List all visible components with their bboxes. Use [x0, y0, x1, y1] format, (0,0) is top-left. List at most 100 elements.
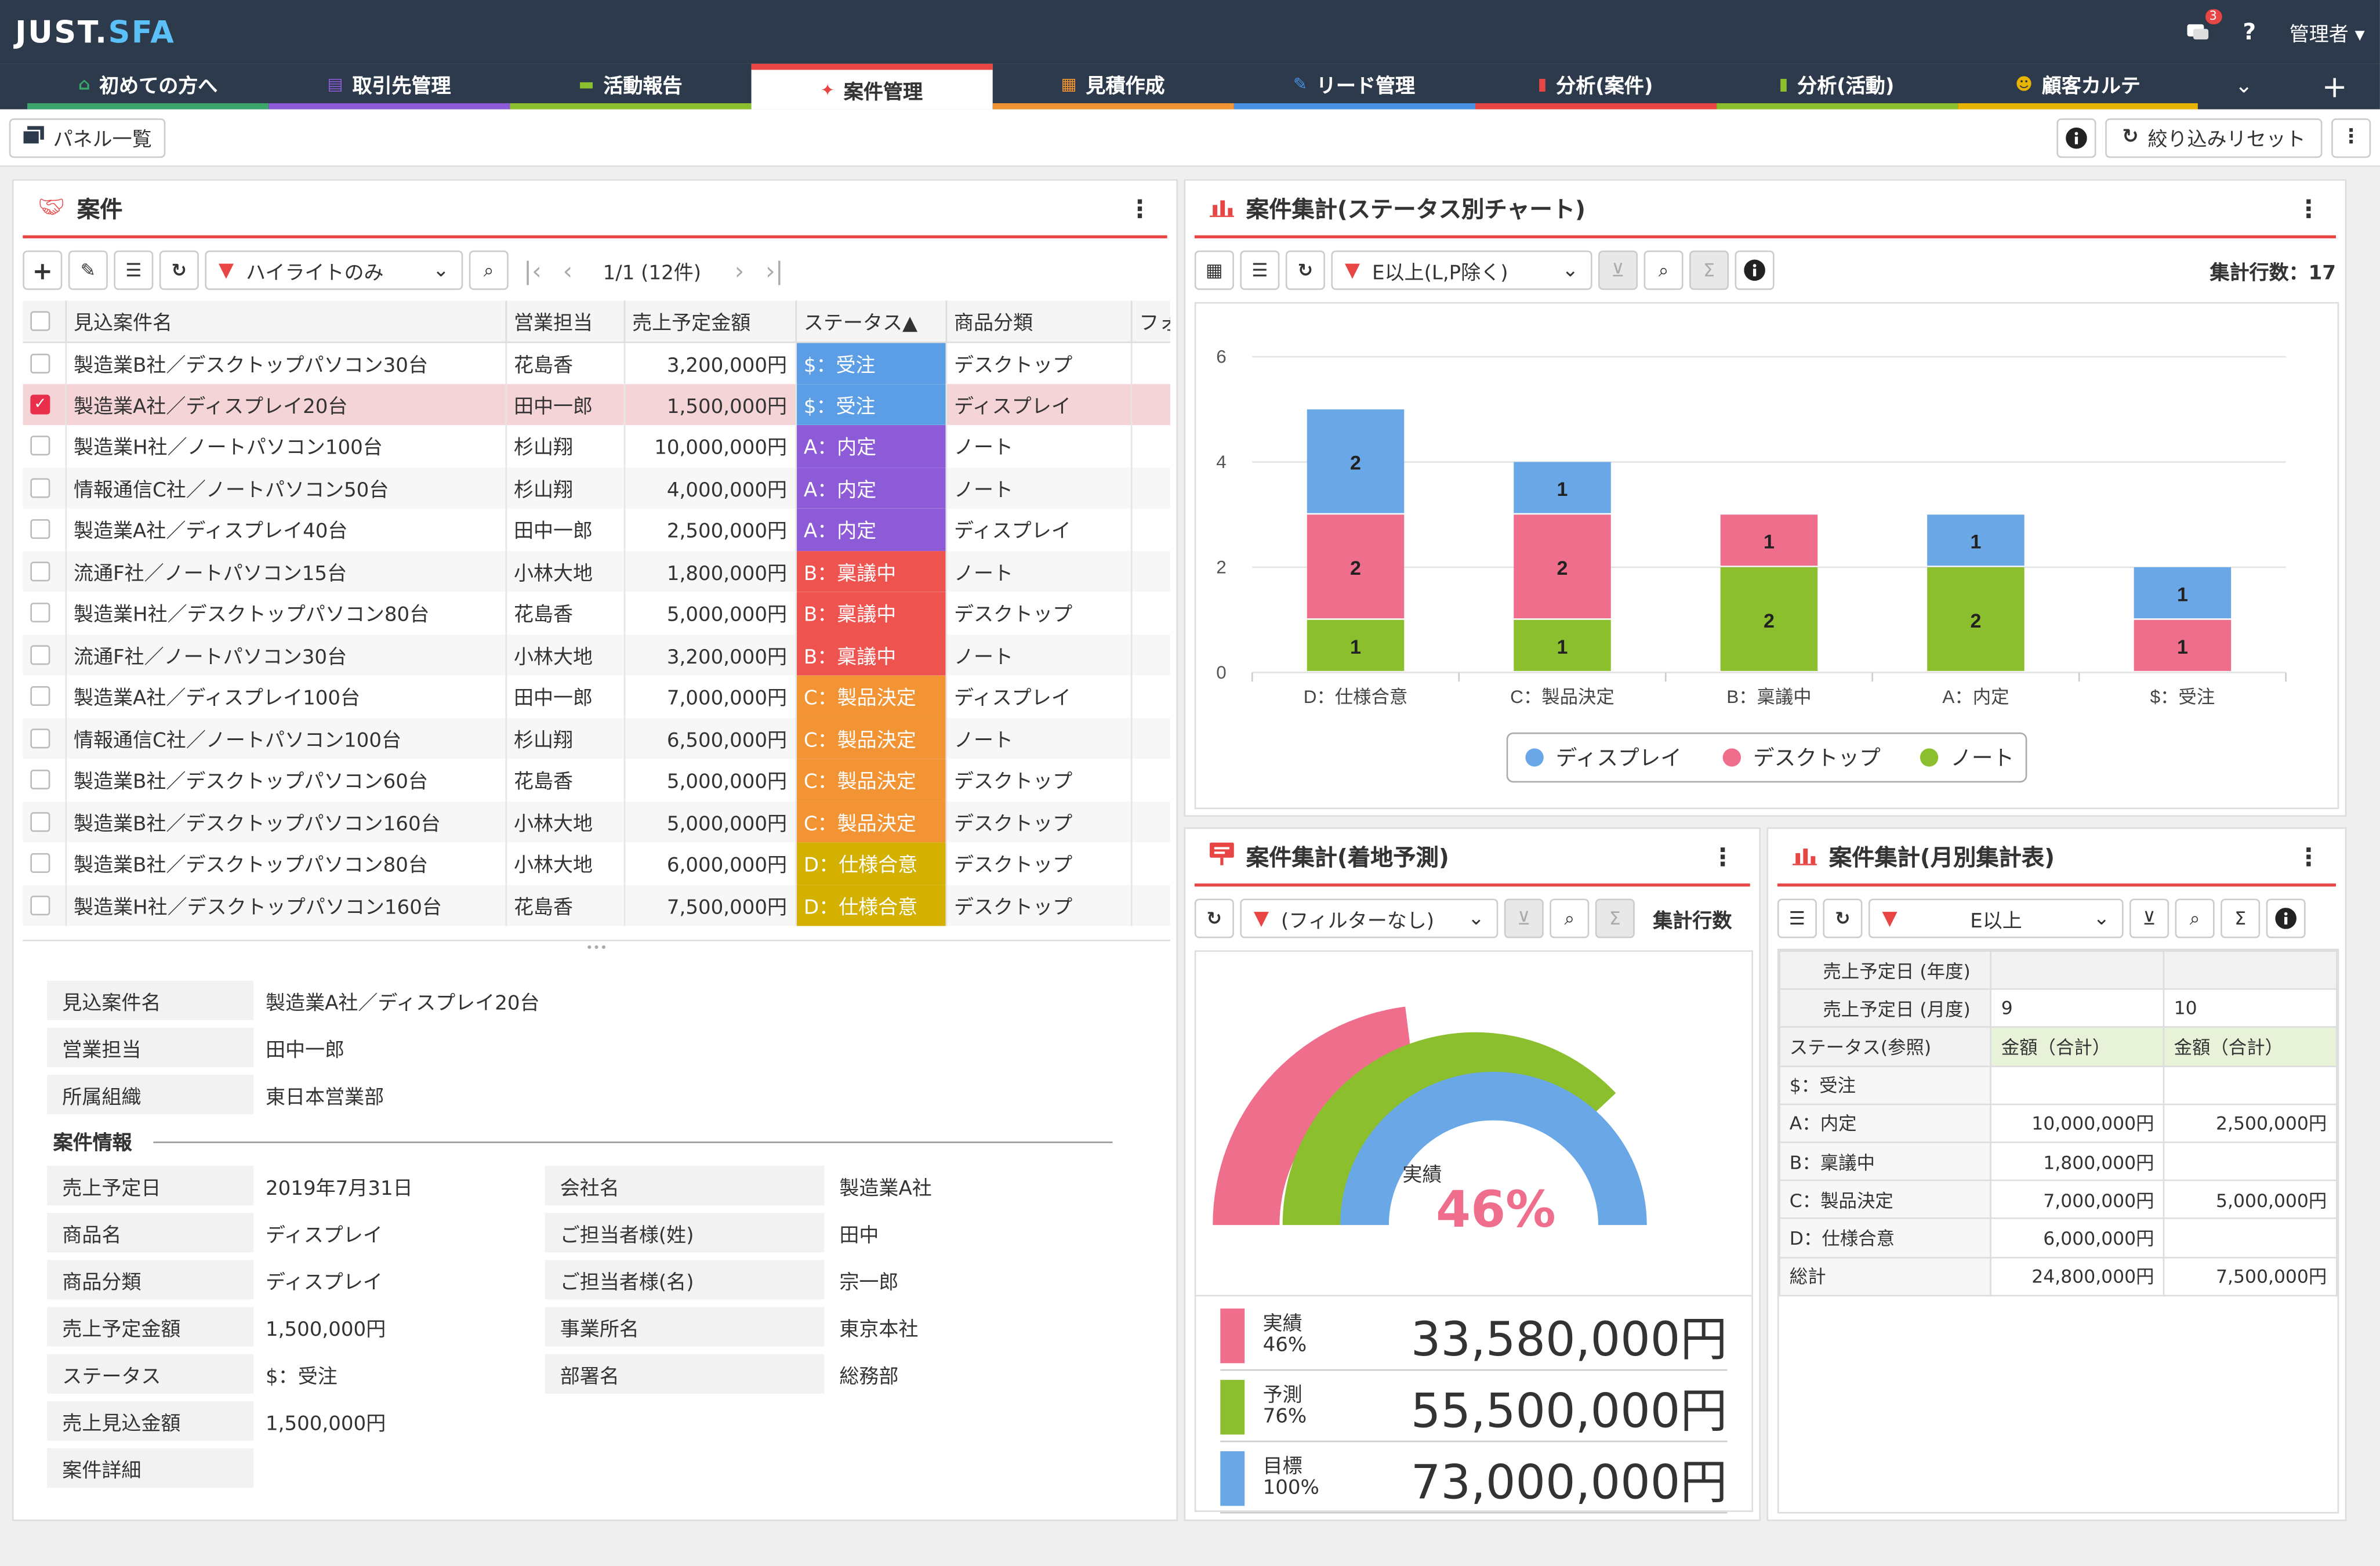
row-checkbox[interactable] [30, 353, 50, 373]
table-row[interactable]: 製造業B社／デスクトップパソコン80台 小林大地 6,000,000円 D：仕様合意デ… [23, 842, 1170, 884]
tab-6[interactable]: ▮ 分析(案件) [1475, 64, 1717, 110]
sum-icon[interactable]: Σ [2221, 898, 2261, 938]
bar-segment[interactable] [1927, 514, 2025, 566]
row-select-cell[interactable] [23, 884, 66, 926]
row-checkbox[interactable] [30, 811, 50, 832]
list-icon[interactable]: ☰ [1777, 898, 1817, 938]
bar-segment[interactable] [2134, 567, 2232, 619]
row-checkbox[interactable] [30, 770, 50, 790]
info-icon[interactable] [2266, 898, 2306, 938]
tab-8[interactable]: ☻ 顧客カルテ [1957, 64, 2198, 110]
bar-segment[interactable] [1307, 514, 1405, 619]
filter-add-icon[interactable]: ⊻ [1598, 250, 1638, 290]
list-icon[interactable]: ☰ [1240, 250, 1280, 290]
column-header[interactable]: ステータス▲ [795, 300, 946, 343]
row-select-cell[interactable] [23, 800, 66, 843]
row-checkbox[interactable] [30, 728, 50, 748]
search-icon[interactable]: ⌕ [1550, 898, 1590, 938]
filter-add-icon[interactable]: ⊻ [2129, 898, 2169, 938]
edit-icon[interactable]: ✎ [68, 250, 108, 290]
row-select-cell[interactable] [23, 675, 66, 717]
row-select-cell[interactable] [23, 466, 66, 509]
user-menu[interactable]: 管理者 ▾ [2290, 17, 2365, 46]
column-header[interactable]: 営業担当 [505, 300, 625, 343]
row-select-cell[interactable] [23, 425, 66, 467]
table-row[interactable]: 製造業H社／デスクトップパソコン160台 花島香 7,500,000円 D：仕様合意デ… [23, 884, 1170, 926]
row-select-cell[interactable] [23, 842, 66, 884]
row-checkbox[interactable] [30, 519, 50, 539]
bar-segment[interactable] [1514, 462, 1611, 513]
table-row[interactable]: 製造業B社／デスクトップパソコン60台 花島香 5,000,000円 C：製品決定 デス… [23, 759, 1170, 801]
split-handle[interactable]: ••• [23, 940, 1170, 955]
row-select-cell[interactable] [23, 633, 66, 676]
table-row[interactable]: 製造業H社／ノートパソコン100台 杉山翔 10,000,000円 A：内定 ノート [23, 425, 1170, 467]
tab-0[interactable]: ⌂ 初めての方へ [27, 64, 269, 110]
first-page-icon[interactable]: |‹ [523, 256, 542, 285]
table-row[interactable]: 流通F社／ノートパソコン30台 小林大地 3,200,000円 B：稟議中 ノート [23, 633, 1170, 676]
row-checkbox[interactable] [30, 853, 50, 873]
refresh-icon[interactable]: ↻ [1823, 898, 1863, 938]
row-checkbox[interactable] [30, 895, 50, 915]
bar-segment[interactable] [1720, 567, 1818, 671]
more-menu-icon[interactable]: ⋮ [2331, 117, 2371, 157]
column-header[interactable]: 見込案件名 [65, 300, 506, 343]
bar-segment[interactable] [1307, 409, 1405, 513]
row-checkbox[interactable] [30, 644, 50, 665]
row-select-cell[interactable] [23, 717, 66, 759]
row-select-cell[interactable] [23, 759, 66, 801]
row-checkbox[interactable] [30, 436, 50, 456]
row-select-cell[interactable] [23, 550, 66, 592]
bar-segment[interactable] [2134, 619, 2232, 671]
table-icon[interactable]: ▦ [1194, 250, 1234, 290]
table-row[interactable]: 情報通信C社／ノートパソコン50台 杉山翔 4,000,000円 A：内定 ノート [23, 466, 1170, 509]
row-checkbox[interactable] [30, 686, 50, 706]
column-header[interactable]: 売上予定金額 [623, 300, 796, 343]
table-row[interactable]: 製造業A社／ディスプレイ40台 田中一郎 2,500,000円 A：内定 ディスプレイ [23, 508, 1170, 550]
legend-label[interactable]: デスクトップ [1753, 746, 1881, 770]
monthly-filter-dropdown[interactable]: ▼ E以上 ⌄ [1868, 898, 2124, 938]
row-select-cell[interactable]: ✓ [23, 383, 66, 425]
legend-label[interactable]: ノート [1950, 746, 2014, 770]
table-row[interactable]: 製造業B社／デスクトップパソコン160台 小林大地 5,000,000円 C：製品決定… [23, 800, 1170, 843]
search-icon[interactable]: ⌕ [469, 250, 509, 290]
list-icon[interactable]: ☰ [114, 250, 154, 290]
column-header[interactable]: 商品分類 [945, 300, 1132, 343]
tab-1[interactable]: ▤ 取引先管理 [269, 64, 510, 110]
tab-5[interactable]: ✎ リード管理 [1233, 64, 1475, 110]
status-filter-dropdown[interactable]: ▼ E以上(L,P除く) ⌄ [1331, 250, 1592, 290]
panel-menu-icon[interactable]: ⋮ [2296, 842, 2321, 871]
table-row[interactable]: 製造業A社／ディスプレイ100台 田中一郎 7,000,000円 C：製品決定 ディスプ… [23, 675, 1170, 717]
next-page-icon[interactable]: › [734, 256, 745, 285]
row-select-cell[interactable] [23, 592, 66, 634]
add-icon[interactable]: + [23, 250, 63, 290]
last-page-icon[interactable]: ›| [765, 256, 783, 285]
select-all-cell[interactable] [23, 300, 66, 343]
bar-segment[interactable] [1927, 567, 2025, 671]
sum-icon[interactable]: Σ [1689, 250, 1729, 290]
forecast-filter-dropdown[interactable]: ▼ (フィルターなし) ⌄ [1240, 898, 1499, 938]
refresh-icon[interactable]: ↻ [1194, 898, 1234, 938]
highlight-filter-dropdown[interactable]: ▼ ハイライトのみ ⌄ [205, 250, 463, 290]
bar-segment[interactable] [1720, 514, 1818, 566]
row-checkbox[interactable] [30, 561, 50, 581]
row-checkbox[interactable] [30, 603, 50, 623]
sum-icon[interactable]: Σ [1595, 898, 1635, 938]
legend-label[interactable]: ディスプレイ [1556, 746, 1682, 770]
row-checkbox[interactable]: ✓ [30, 394, 50, 414]
panel-menu-icon[interactable]: ⋮ [1127, 193, 1152, 223]
bar-segment[interactable] [1307, 619, 1405, 671]
info-icon[interactable] [1735, 250, 1775, 290]
bar-segment[interactable] [1514, 619, 1611, 671]
select-all-checkbox[interactable] [30, 310, 50, 331]
search-icon[interactable]: ⌕ [2175, 898, 2215, 938]
search-icon[interactable]: ⌕ [1643, 250, 1684, 290]
refresh-icon[interactable]: ↻ [1285, 250, 1325, 290]
refresh-icon[interactable]: ↻ [159, 250, 199, 290]
help-icon[interactable]: ? [2243, 18, 2256, 46]
filter-reset-button[interactable]: ↻ 絞り込みリセット [2105, 117, 2323, 157]
column-header[interactable]: フォ [1130, 300, 1170, 343]
filter-add-icon[interactable]: ⊻ [1504, 898, 1544, 938]
table-row[interactable]: 製造業H社／デスクトップパソコン80台 花島香 5,000,000円 B：稟議中 デスク… [23, 592, 1170, 634]
notification-icon[interactable]: 3 [2185, 9, 2222, 43]
app-logo[interactable]: JUST.SFA [15, 14, 175, 50]
